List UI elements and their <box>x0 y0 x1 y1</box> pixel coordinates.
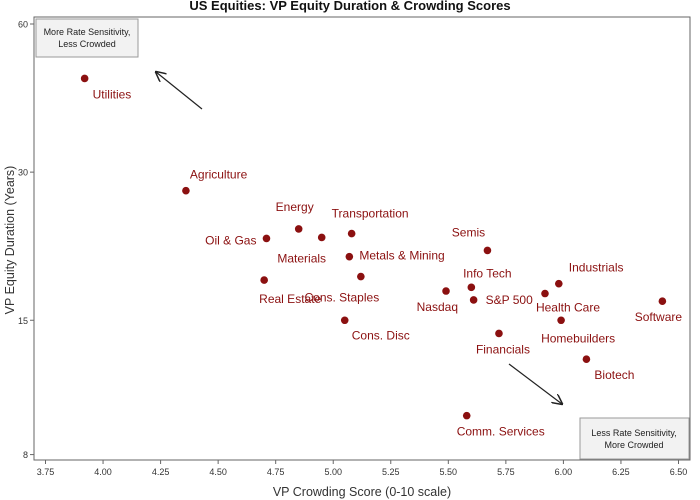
data-point[interactable] <box>262 234 271 243</box>
annotation-box <box>579 417 690 460</box>
annotation-more-rate-sensitivity: More Rate Sensitivity, Less Crowded <box>35 18 139 58</box>
data-point[interactable] <box>345 252 354 261</box>
arrow-up-left-icon <box>156 72 203 110</box>
point-label: Real Estate <box>259 292 321 306</box>
data-point[interactable] <box>357 272 365 281</box>
data-point[interactable] <box>467 283 476 292</box>
y-axis: 8 15 30 60 <box>18 20 34 460</box>
data-point[interactable] <box>582 355 591 364</box>
annotation-line: More Crowded <box>604 440 663 450</box>
point-label: Health Care <box>536 301 600 315</box>
data-point[interactable] <box>347 229 356 238</box>
y-tick-label: 30 <box>18 168 28 178</box>
point-label: Semis <box>452 225 485 239</box>
data-point[interactable] <box>483 246 492 255</box>
point-label: Utilities <box>93 87 132 101</box>
annotation-line: More Rate Sensitivity, <box>44 27 131 37</box>
y-tick-label: 8 <box>23 450 28 460</box>
point-label: S&P 500 <box>486 293 533 307</box>
arrow-down-right-icon <box>508 363 562 404</box>
x-tick-label: 6.25 <box>612 467 630 477</box>
point-label: Energy <box>276 200 314 214</box>
data-point[interactable] <box>541 289 549 298</box>
chart-title: US Equities: VP Equity Duration & Crowdi… <box>189 0 510 13</box>
x-axis: 3.75 4.00 4.25 4.50 4.75 5.00 5.25 5.50 5.75 6.00… <box>37 460 688 477</box>
data-point[interactable] <box>495 329 503 338</box>
x-tick-label: 4.75 <box>267 467 285 477</box>
x-tick-label: 5.50 <box>440 467 458 477</box>
annotation-line: Less Rate Sensitivity, <box>591 428 676 438</box>
point-label: Materials <box>277 251 326 265</box>
plot-area <box>33 16 691 461</box>
x-tick-label: 5.75 <box>497 467 515 477</box>
data-points: Utilities Agriculture Energy Oil & Gas Mater… <box>80 74 683 439</box>
x-tick-label: 4.50 <box>209 467 227 477</box>
point-label: Homebuilders <box>541 331 615 345</box>
x-tick-label: 5.25 <box>382 467 400 477</box>
point-label: Nasdaq <box>417 300 458 314</box>
data-point[interactable] <box>260 276 268 284</box>
annotation-line: Less Crowded <box>58 39 116 49</box>
data-point[interactable] <box>557 316 565 325</box>
y-tick-label: 60 <box>18 20 28 30</box>
data-point[interactable] <box>658 297 667 305</box>
point-label: Agriculture <box>190 168 248 182</box>
point-label: Oil & Gas <box>205 233 256 247</box>
data-point[interactable] <box>442 287 450 295</box>
y-axis-title: VP Equity Duration (Years) <box>3 166 17 315</box>
point-label: Info Tech <box>463 266 511 280</box>
x-tick-label: 6.00 <box>555 467 573 477</box>
point-label: Software <box>635 310 683 324</box>
point-label: Industrials <box>569 261 624 275</box>
x-axis-title: VP Crowding Score (0-10 scale) <box>273 485 451 499</box>
point-label: Biotech <box>594 368 634 382</box>
x-tick-label: 4.25 <box>152 467 170 477</box>
point-label: Cons. Staples <box>304 291 379 305</box>
point-label: Transportation <box>332 207 409 221</box>
point-label: Financials <box>476 342 530 356</box>
data-point[interactable] <box>340 316 349 325</box>
data-point[interactable] <box>469 296 478 304</box>
data-point[interactable] <box>182 186 190 195</box>
annotation-box <box>35 18 139 58</box>
x-tick-label: 5.00 <box>324 467 342 477</box>
x-tick-label: 6.50 <box>670 467 688 477</box>
data-point[interactable] <box>317 233 326 242</box>
x-tick-label: 4.00 <box>94 467 112 477</box>
data-point[interactable] <box>555 279 563 288</box>
annotation-less-rate-sensitivity: Less Rate Sensitivity, More Crowded <box>579 417 690 460</box>
point-label: Comm. Services <box>457 425 545 439</box>
point-label: Metals & Mining <box>359 249 444 263</box>
y-tick-label: 15 <box>18 316 28 326</box>
data-point[interactable] <box>462 411 471 420</box>
data-point[interactable] <box>294 225 303 233</box>
point-label: Cons. Disc <box>352 328 410 342</box>
x-tick-label: 3.75 <box>37 467 55 477</box>
data-point[interactable] <box>80 74 89 83</box>
